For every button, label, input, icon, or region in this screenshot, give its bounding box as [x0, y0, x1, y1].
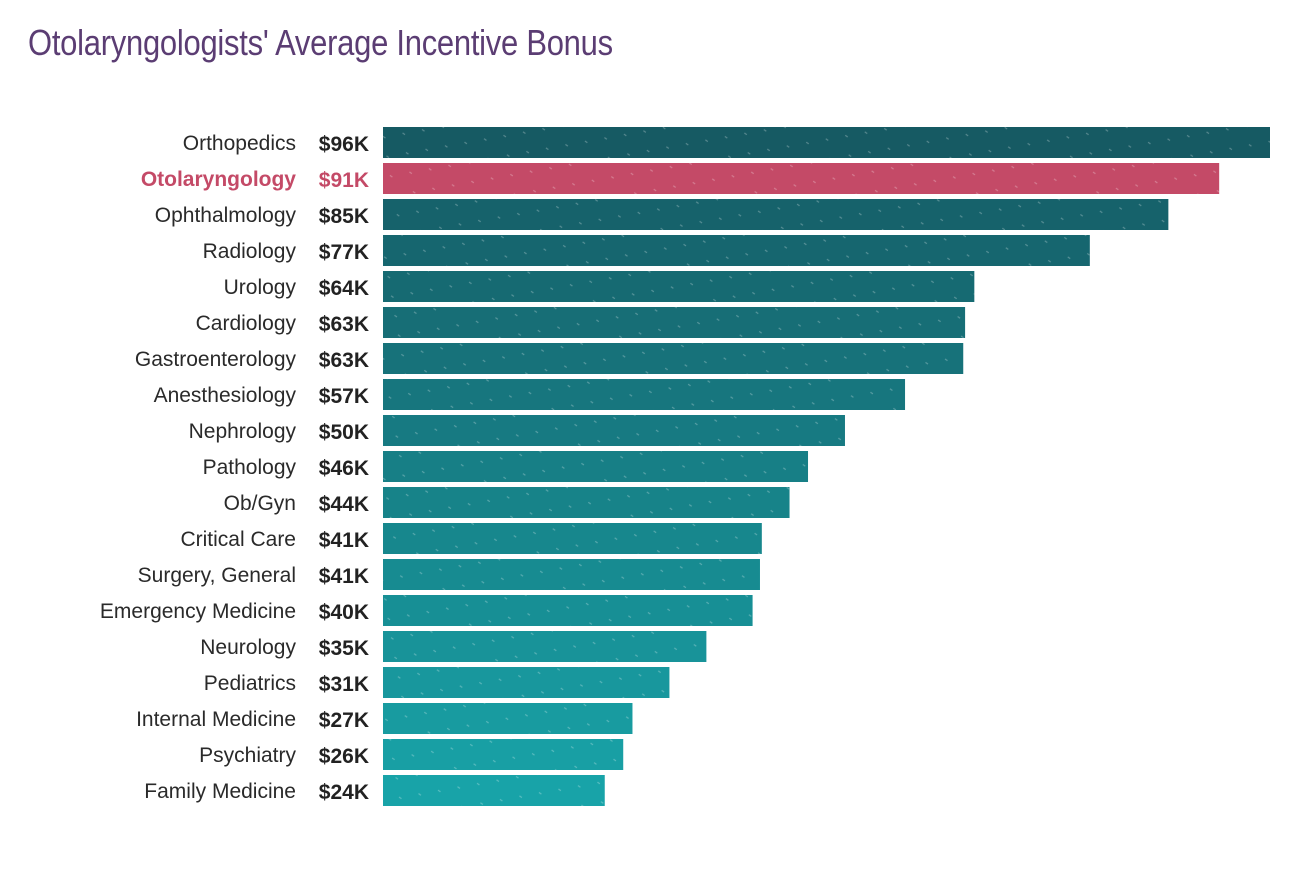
bar-texture	[383, 667, 670, 698]
bar-texture	[383, 595, 753, 626]
value-label-surgery-general: $41K	[319, 565, 369, 588]
value-label-nephrology: $50K	[319, 421, 369, 444]
category-label-psychiatry: Psychiatry	[199, 744, 296, 767]
category-label-cardiology: Cardiology	[196, 312, 297, 335]
bar-texture	[383, 631, 707, 662]
value-label-critical-care: $41K	[319, 529, 369, 552]
category-label-surgery-general: Surgery, General	[138, 564, 296, 587]
value-label-family-medicine: $24K	[319, 781, 369, 804]
bar-texture	[383, 127, 1270, 158]
bar-texture	[383, 523, 762, 554]
category-label-gastroenterology: Gastroenterology	[135, 348, 297, 371]
category-label-anesthesiology: Anesthesiology	[154, 384, 297, 407]
bar-texture	[383, 379, 906, 410]
value-label-radiology: $77K	[319, 241, 369, 264]
value-label-anesthesiology: $57K	[319, 385, 369, 408]
bar-texture	[383, 739, 624, 770]
value-label-ob-gyn: $44K	[319, 493, 369, 516]
category-label-ophthalmology: Ophthalmology	[155, 204, 297, 227]
value-label-cardiology: $63K	[319, 313, 369, 336]
category-label-urology: Urology	[224, 276, 297, 299]
bar-texture	[383, 487, 790, 518]
value-label-urology: $64K	[319, 277, 369, 300]
bar-texture	[383, 451, 809, 482]
value-label-ophthalmology: $85K	[319, 205, 369, 228]
value-label-pediatrics: $31K	[319, 673, 369, 696]
value-label-internal-medicine: $27K	[319, 709, 369, 732]
bar-texture	[383, 703, 633, 734]
bar-texture	[383, 343, 964, 374]
category-label-radiology: Radiology	[203, 240, 297, 263]
value-label-psychiatry: $26K	[319, 745, 369, 768]
bar-texture	[383, 271, 975, 302]
value-label-orthopedics: $96K	[319, 133, 369, 156]
category-label-pediatrics: Pediatrics	[204, 672, 296, 695]
value-label-neurology: $35K	[319, 637, 369, 660]
bar-texture	[383, 199, 1169, 230]
bar-texture	[383, 775, 605, 806]
value-label-gastroenterology: $63K	[319, 349, 369, 372]
category-label-family-medicine: Family Medicine	[144, 780, 296, 803]
value-label-otolaryngology: $91K	[319, 169, 369, 192]
bar-texture	[383, 307, 966, 338]
category-label-ob-gyn: Ob/Gyn	[224, 492, 296, 515]
category-label-critical-care: Critical Care	[180, 528, 296, 551]
chart-title: Otolaryngologists' Average Incentive Bon…	[28, 22, 613, 63]
bar-texture	[383, 163, 1220, 194]
value-label-emergency-medicine: $40K	[319, 601, 369, 624]
category-label-otolaryngology: Otolaryngology	[141, 168, 296, 191]
category-label-neurology: Neurology	[200, 636, 296, 659]
category-label-orthopedics: Orthopedics	[183, 132, 296, 155]
bar-texture	[383, 235, 1090, 266]
bar-texture	[383, 415, 845, 446]
category-label-emergency-medicine: Emergency Medicine	[100, 600, 296, 623]
category-label-pathology: Pathology	[203, 456, 297, 479]
category-label-internal-medicine: Internal Medicine	[136, 708, 296, 731]
category-label-nephrology: Nephrology	[189, 420, 297, 443]
bar-texture	[383, 559, 760, 590]
value-label-pathology: $46K	[319, 457, 369, 480]
